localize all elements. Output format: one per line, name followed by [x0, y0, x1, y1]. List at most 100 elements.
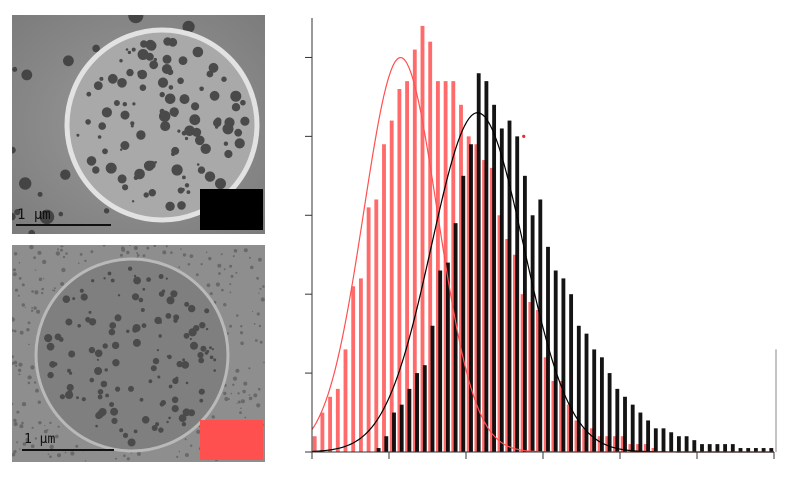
- micro-grain: [57, 453, 61, 458]
- micro-droplet: [209, 346, 212, 350]
- micro-particle: [182, 20, 195, 33]
- micro-grain: [12, 268, 16, 272]
- micro-droplet: [117, 294, 121, 297]
- histogram-bar: [405, 81, 410, 452]
- micro-droplet: [137, 49, 149, 60]
- micro-droplet: [209, 90, 220, 101]
- micro-droplet: [197, 166, 206, 174]
- micro-grain: [53, 287, 56, 290]
- micro-grain: [41, 287, 44, 291]
- micro-grain: [55, 434, 59, 439]
- histogram-bar: [474, 144, 479, 452]
- histogram-bar: [459, 104, 463, 453]
- micro-grain: [37, 250, 42, 255]
- histogram-bar: [407, 388, 412, 452]
- micro-grain: [258, 257, 262, 262]
- micro-grain: [259, 287, 262, 290]
- histogram-bar: [730, 444, 735, 452]
- micro-grain: [31, 290, 34, 293]
- micro-grain: [35, 388, 39, 393]
- micro-droplet: [215, 125, 219, 129]
- micro-droplet: [114, 314, 122, 322]
- micro-grain: [232, 383, 235, 386]
- micro-grain: [240, 407, 242, 410]
- micro-grain: [18, 277, 22, 280]
- histogram-bar: [630, 404, 635, 452]
- micro-grain: [65, 252, 68, 255]
- micro-grain: [57, 425, 60, 428]
- micro-droplet: [171, 396, 179, 404]
- micro-droplet: [223, 141, 229, 146]
- micro-droplet: [85, 316, 91, 323]
- micro-droplet: [104, 368, 108, 372]
- micro-droplet: [199, 398, 204, 403]
- micro-droplet: [120, 141, 130, 150]
- micro-grain: [114, 457, 117, 460]
- micro-grain: [55, 251, 61, 256]
- micro-droplet: [134, 168, 145, 180]
- micro-droplet: [131, 200, 135, 203]
- histogram-bar: [707, 444, 712, 452]
- micro-grain: [230, 274, 234, 278]
- micro-droplet: [230, 90, 242, 102]
- histogram-bar: [438, 270, 443, 452]
- micro-droplet: [165, 313, 172, 319]
- micro-droplet: [208, 62, 219, 73]
- histogram-bar: [435, 81, 440, 452]
- histogram-bar: [576, 325, 581, 452]
- micro-droplet: [165, 204, 169, 208]
- micro-grain: [211, 415, 215, 419]
- micro-droplet: [151, 425, 158, 431]
- micro-droplet: [158, 291, 165, 297]
- micro-droplet: [190, 341, 198, 350]
- micro-droplet: [133, 274, 137, 278]
- micro-grain: [129, 245, 131, 246]
- micro-droplet: [139, 397, 144, 402]
- micro-droplet: [177, 187, 184, 194]
- micro-grain: [13, 421, 18, 427]
- histogram-bar: [382, 144, 386, 452]
- micro-grain: [18, 262, 21, 264]
- gaussian-fits: [311, 56, 774, 453]
- micro-droplet: [145, 39, 156, 50]
- micro-droplet: [152, 357, 160, 365]
- micro-grain: [133, 245, 138, 251]
- micro-droplet: [198, 357, 205, 364]
- micro-grain: [84, 460, 87, 462]
- micro-particle: [37, 191, 43, 197]
- micro-grain: [250, 265, 254, 270]
- histogram-bars: [312, 25, 774, 453]
- micro-grain: [235, 368, 240, 373]
- histogram-bar: [430, 325, 435, 452]
- micro-droplet: [96, 410, 104, 419]
- micro-droplet: [88, 310, 92, 314]
- micro-grain: [41, 291, 44, 295]
- histogram-bar: [312, 436, 317, 452]
- micro-droplet: [96, 358, 99, 361]
- micro-droplet: [112, 359, 120, 367]
- micro-droplet: [59, 394, 65, 400]
- micro-droplet: [76, 396, 79, 400]
- micro-droplet: [105, 393, 109, 398]
- micro-grain: [79, 253, 83, 256]
- micro-grain: [30, 365, 35, 370]
- micro-droplet: [109, 402, 115, 407]
- micro-grain: [262, 285, 265, 288]
- micro-grain: [244, 416, 247, 419]
- micro-grain: [24, 306, 26, 308]
- micro-grain: [49, 455, 52, 458]
- micro-grain: [190, 444, 193, 447]
- histogram-bar: [592, 349, 597, 452]
- histogram-bar: [412, 49, 417, 453]
- micro-droplet: [160, 121, 171, 132]
- micro-droplet: [166, 420, 169, 424]
- micro-particle: [60, 169, 71, 180]
- micro-droplet: [111, 341, 120, 350]
- micro-droplet: [234, 128, 243, 137]
- micro-droplet: [204, 308, 210, 314]
- micro-droplet: [47, 371, 54, 379]
- micro-droplet: [143, 192, 149, 198]
- micro-droplet: [122, 184, 129, 191]
- histogram-bar: [584, 333, 589, 452]
- micro-particle: [12, 146, 16, 154]
